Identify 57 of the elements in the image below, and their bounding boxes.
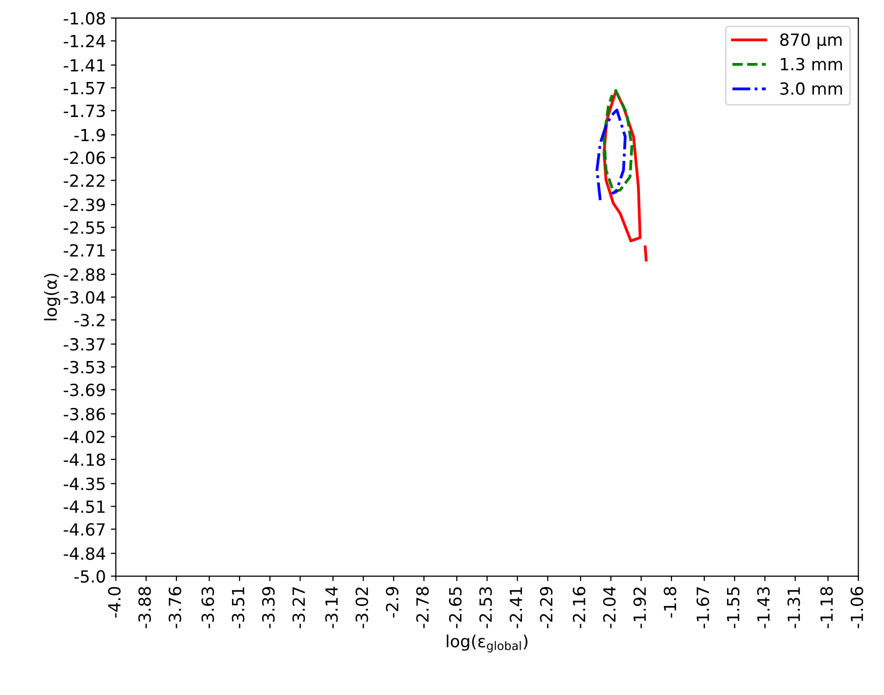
x-tick-label: -2.9 bbox=[386, 587, 398, 618]
y-tick-label: -3.37 bbox=[64, 338, 105, 351]
x-tick-label: -3.63 bbox=[201, 587, 214, 628]
x-tick-label: -3.51 bbox=[232, 587, 244, 628]
x-tick-label: -1.55 bbox=[727, 587, 740, 628]
x-axis-title: log(ε$_{global}$) bbox=[446, 634, 528, 652]
y-tick-label: -3.69 bbox=[64, 384, 105, 396]
y-tick-label: -3.86 bbox=[64, 408, 106, 420]
legend-label: 1.3 mm bbox=[780, 58, 842, 70]
x-tick-label: -3.88 bbox=[138, 587, 151, 628]
y-tick-label: -4.67 bbox=[64, 523, 105, 536]
x-tick-label: -2.53 bbox=[479, 587, 492, 628]
x-tick-label: -2.29 bbox=[540, 587, 553, 628]
x-tick-label: -2.16 bbox=[572, 586, 586, 628]
x-tick-label: -2.78 bbox=[416, 587, 429, 628]
line-series bbox=[596, 108, 627, 202]
x-tick-label: -1.06 bbox=[850, 586, 864, 628]
x-tick-label: -2.65 bbox=[449, 587, 462, 628]
y-tick-label: -2.55 bbox=[64, 221, 105, 234]
y-tick-label: -2.06 bbox=[64, 152, 106, 164]
x-tick-label: -1.31 bbox=[787, 587, 800, 628]
y-tick-label: -3.04 bbox=[64, 291, 106, 304]
x-tick-label: -1.8 bbox=[664, 587, 676, 618]
x-tick-label: -1.43 bbox=[757, 587, 770, 628]
y-tick-label: -5.0 bbox=[74, 570, 105, 583]
x-tick-label: -3.76 bbox=[168, 586, 182, 628]
legend-label: 3.0 mm bbox=[780, 82, 842, 95]
y-tick-label: -4.18 bbox=[64, 453, 105, 466]
x-tick-label: -2.41 bbox=[510, 587, 522, 628]
y-tick-label: -1.9 bbox=[74, 128, 105, 142]
x-tick-label: -2.04 bbox=[603, 586, 616, 628]
y-tick-label: -4.35 bbox=[64, 478, 105, 490]
x-tick-label: -3.27 bbox=[292, 587, 306, 628]
y-tick-label: -1.24 bbox=[64, 34, 106, 48]
x-tick-label: -4.0 bbox=[108, 586, 121, 618]
line-series bbox=[602, 88, 634, 194]
y-tick-label: -4.51 bbox=[64, 500, 105, 513]
y-tick-label: -2.39 bbox=[64, 198, 105, 212]
y-tick-label: -1.41 bbox=[64, 59, 105, 72]
x-tick-label: -3.14 bbox=[325, 586, 338, 628]
y-tick-label: -4.84 bbox=[64, 547, 106, 560]
x-tick-label: -1.18 bbox=[820, 587, 833, 628]
y-tick-label: -1.57 bbox=[64, 82, 105, 94]
x-tick-label: -3.39 bbox=[262, 587, 275, 628]
y-tick-label: -3.53 bbox=[64, 360, 105, 374]
x-tick-label: -3.02 bbox=[356, 588, 368, 628]
y-tick-label: -2.71 bbox=[64, 244, 105, 256]
legend-label: 870 μm bbox=[780, 33, 842, 50]
y-tick-label: -1.73 bbox=[64, 104, 105, 118]
y-tick-label: -4.02 bbox=[64, 430, 104, 444]
y-tick-label: -2.22 bbox=[64, 174, 104, 187]
x-tick-label: -1.67 bbox=[696, 587, 710, 628]
y-tick-label: -1.08 bbox=[64, 12, 105, 25]
y-axis-title: log(α) bbox=[44, 274, 60, 320]
x-tick-label: -1.92 bbox=[633, 588, 646, 628]
y-tick-label: -2.88 bbox=[64, 268, 105, 281]
y-tick-label: -3.2 bbox=[74, 314, 104, 326]
